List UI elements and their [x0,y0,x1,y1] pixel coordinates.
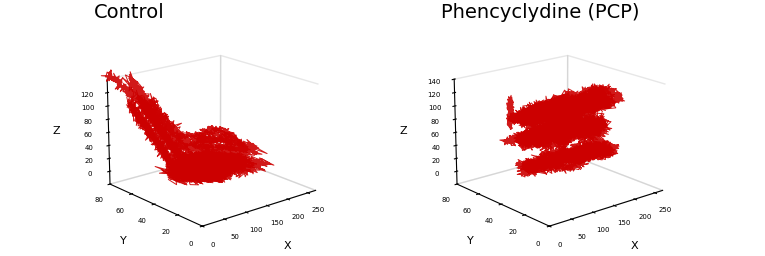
Y-axis label: Y: Y [467,236,474,246]
Text: Phencyclydine (PCP): Phencyclydine (PCP) [441,3,640,22]
Y-axis label: Y: Y [120,236,127,246]
X-axis label: X: X [284,241,291,251]
X-axis label: X: X [630,241,638,251]
Text: Control: Control [94,3,164,22]
